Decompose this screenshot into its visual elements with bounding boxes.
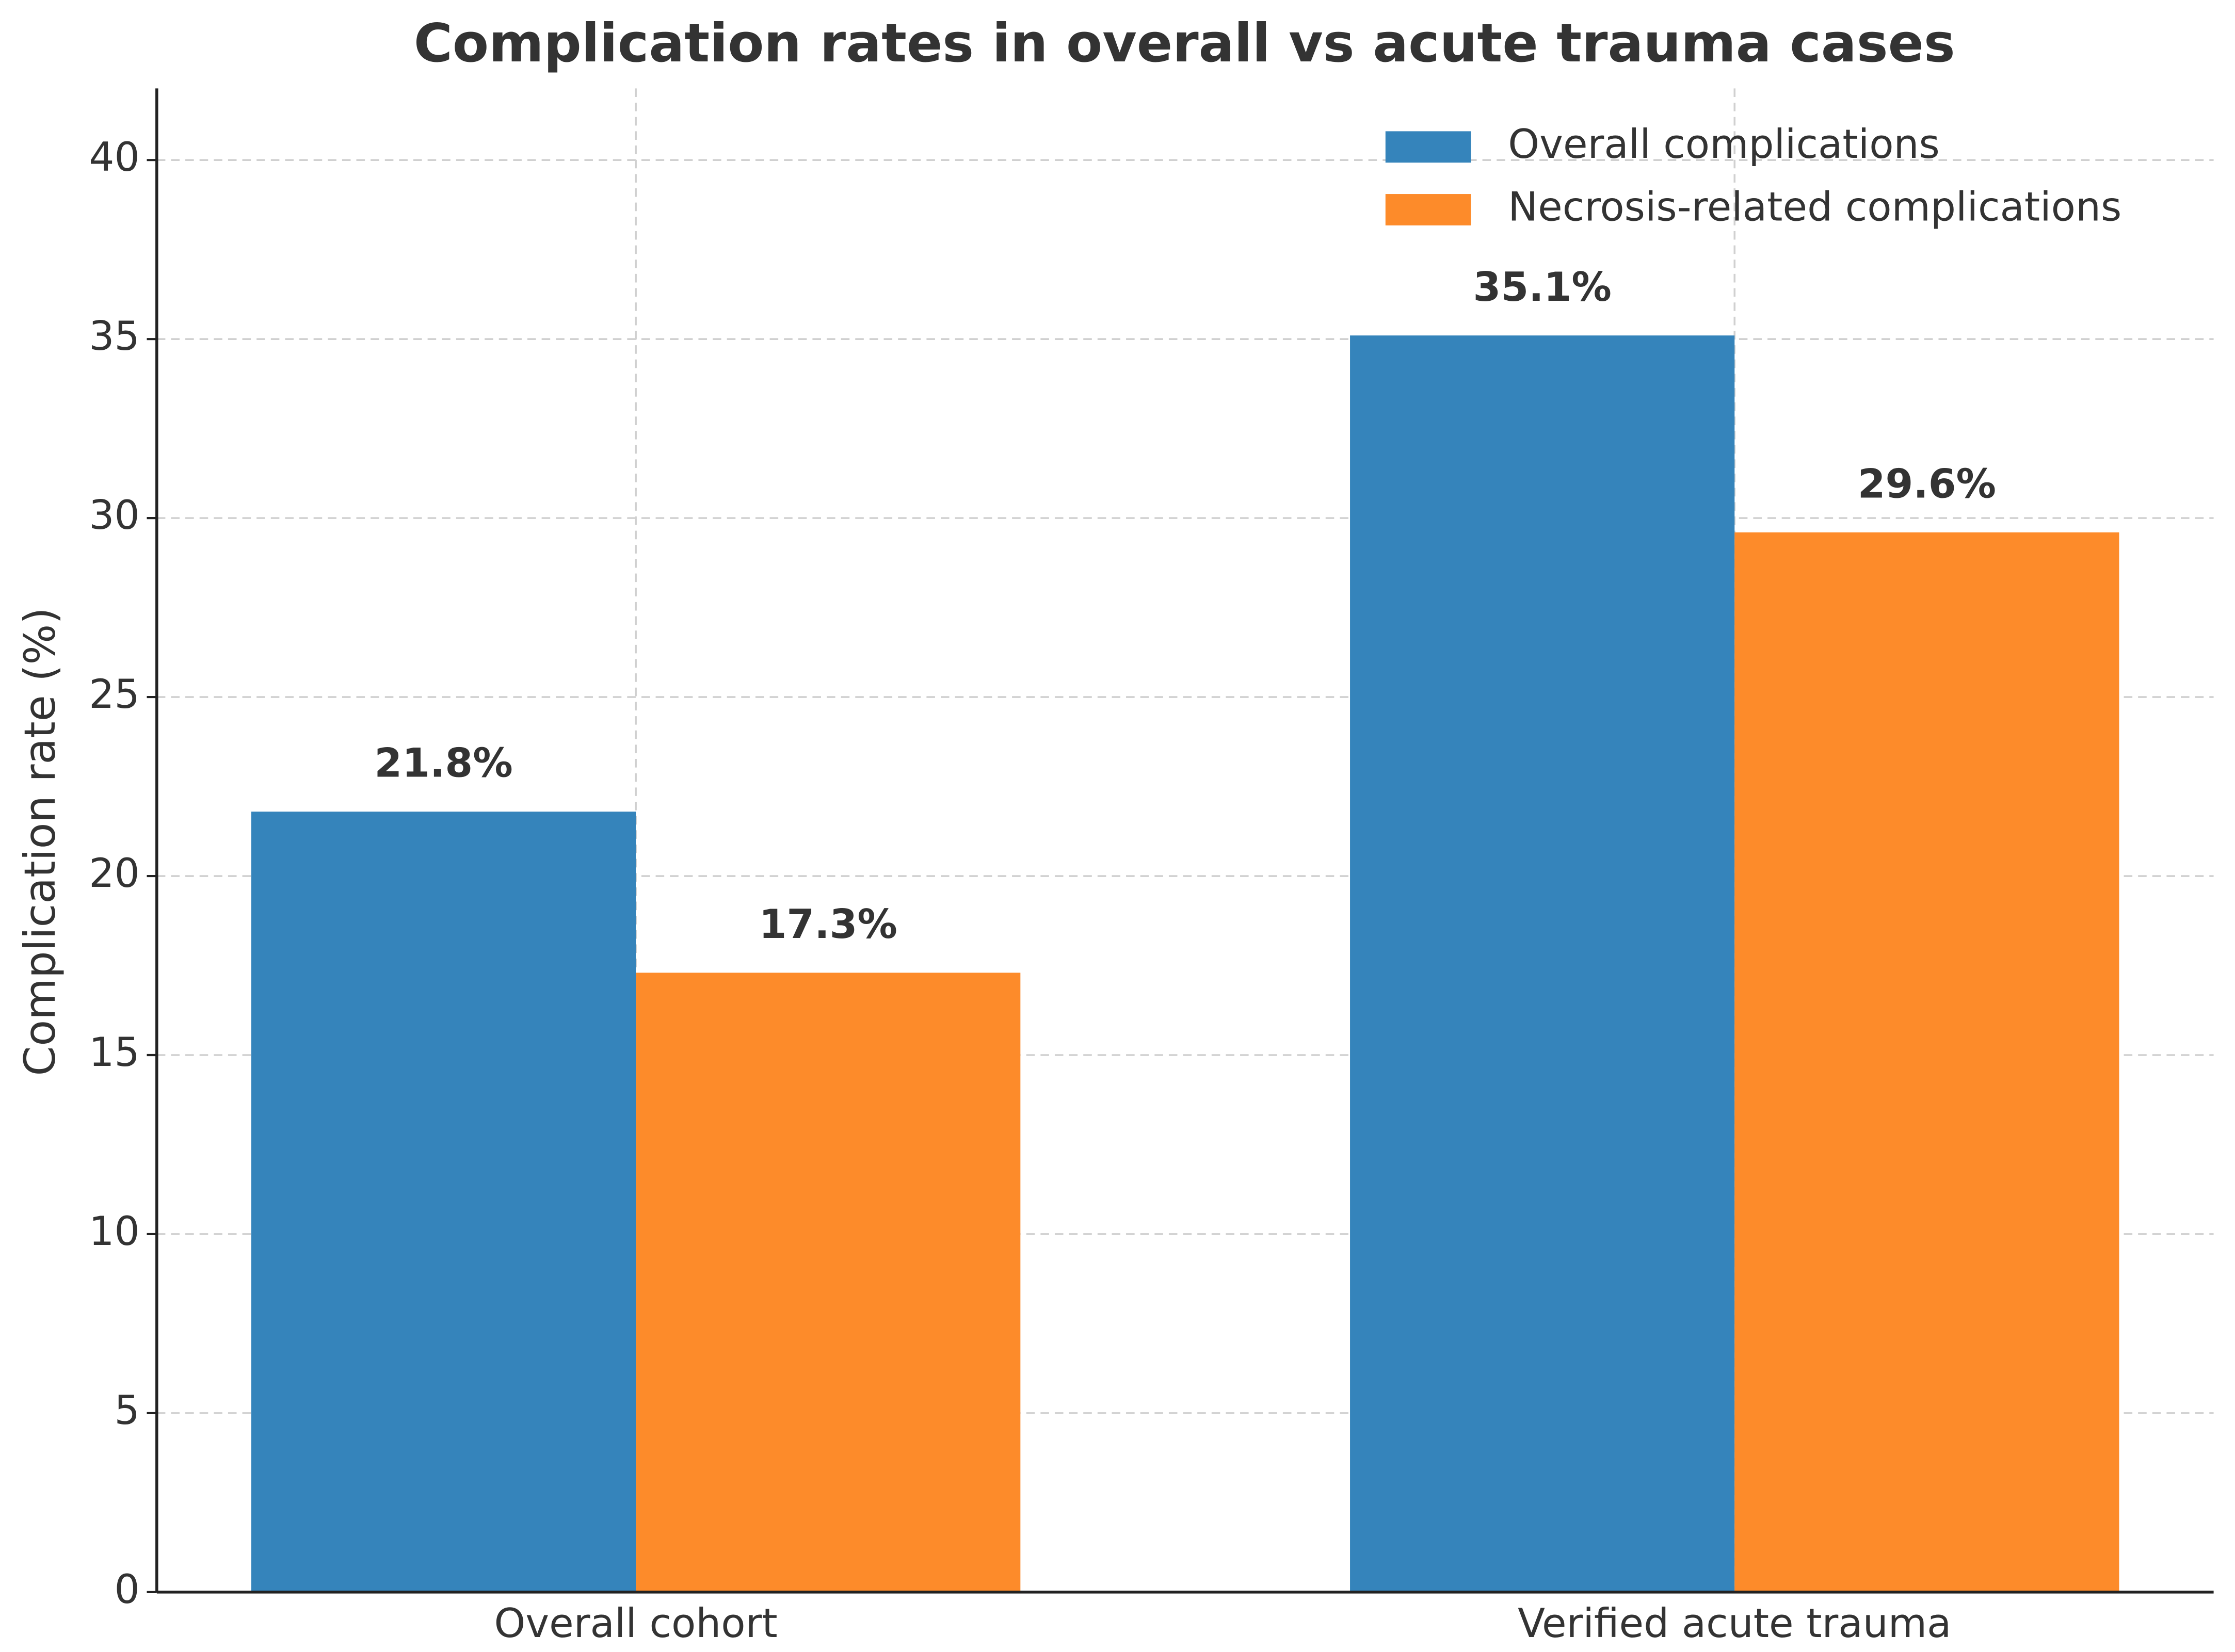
y-tick-label: 5: [114, 1387, 139, 1434]
y-tick-label: 20: [89, 850, 139, 897]
legend-swatch: [1385, 131, 1471, 163]
y-axis-label: Complication rate (%): [15, 607, 65, 1076]
chart-title: Complication rates in overall vs acute t…: [414, 13, 1955, 74]
legend-label: Overall complications: [1508, 121, 1940, 168]
y-tick-label: 0: [114, 1566, 139, 1613]
y-tick-label: 30: [89, 492, 139, 539]
value-label: 35.1%: [1473, 264, 1612, 311]
y-tick-label: 25: [89, 671, 139, 718]
y-tick-label: 10: [89, 1208, 139, 1255]
value-label: 17.3%: [759, 901, 897, 948]
y-tick-label: 40: [89, 134, 139, 181]
bar: [1734, 532, 2119, 1592]
legend-swatch: [1385, 194, 1471, 225]
x-tick-label: Overall cohort: [494, 1600, 778, 1647]
y-tick-label: 35: [89, 313, 139, 360]
y-tick-label: 15: [89, 1029, 139, 1076]
bar: [636, 973, 1021, 1592]
value-label: 21.8%: [374, 740, 512, 787]
legend-label: Necrosis-related complications: [1508, 184, 2121, 230]
plot-area: [251, 335, 2119, 1592]
x-tick-label: Verified acute trauma: [1518, 1600, 1951, 1647]
bar: [251, 812, 636, 1592]
value-label: 29.6%: [1858, 461, 1996, 507]
bar: [1350, 335, 1735, 1592]
